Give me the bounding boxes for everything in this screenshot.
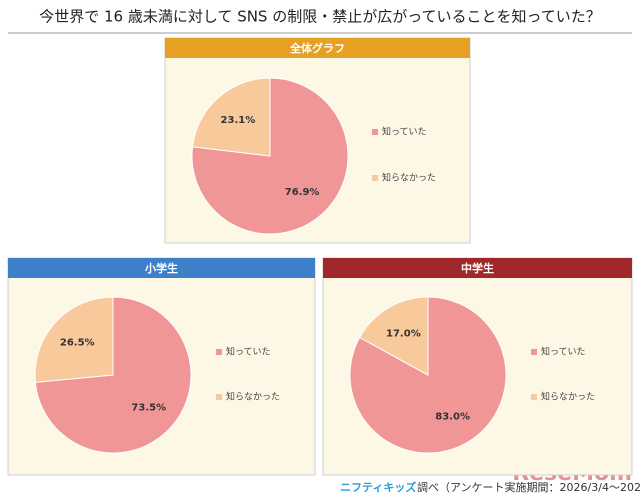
legend-swatch <box>216 349 222 355</box>
legend-swatch <box>531 349 537 355</box>
pie-slice <box>34 296 114 383</box>
footer-text: 調べ（アンケート実施期間：2026/3/4～2026/3/23） <box>417 480 640 494</box>
footer-brand: ニフティキッズ <box>340 480 416 494</box>
panel-title: 小学生 <box>144 261 178 275</box>
pie-slice <box>358 296 429 376</box>
legend-swatch <box>372 175 378 181</box>
data-label: 26.5% <box>60 337 95 348</box>
page-title: 今世界で 16 歳未満に対して SNS の制限・禁止が広がっていることを知ってい… <box>39 8 600 26</box>
data-label: 17.0% <box>386 328 421 339</box>
legend-label: 知らなかった <box>541 391 595 403</box>
legend-label: 知らなかった <box>226 391 280 403</box>
data-label: 23.1% <box>221 115 256 126</box>
legend-swatch <box>531 394 537 400</box>
data-label: 73.5% <box>131 403 166 414</box>
pie-slice <box>191 77 271 157</box>
legend-label: 知っていた <box>382 126 427 138</box>
panel-header <box>165 38 470 58</box>
panel-header <box>323 258 632 278</box>
panel-title: 全体グラフ <box>289 41 345 55</box>
data-label: 76.9% <box>285 187 320 198</box>
legend-swatch <box>372 129 378 135</box>
legend-label: 知っていた <box>226 346 271 358</box>
panel-title: 中学生 <box>461 261 494 275</box>
data-label: 83.0% <box>435 412 470 423</box>
panel-header <box>8 258 315 278</box>
legend-label: 知らなかった <box>382 172 436 184</box>
legend-swatch <box>216 394 222 400</box>
legend-label: 知っていた <box>541 346 586 358</box>
